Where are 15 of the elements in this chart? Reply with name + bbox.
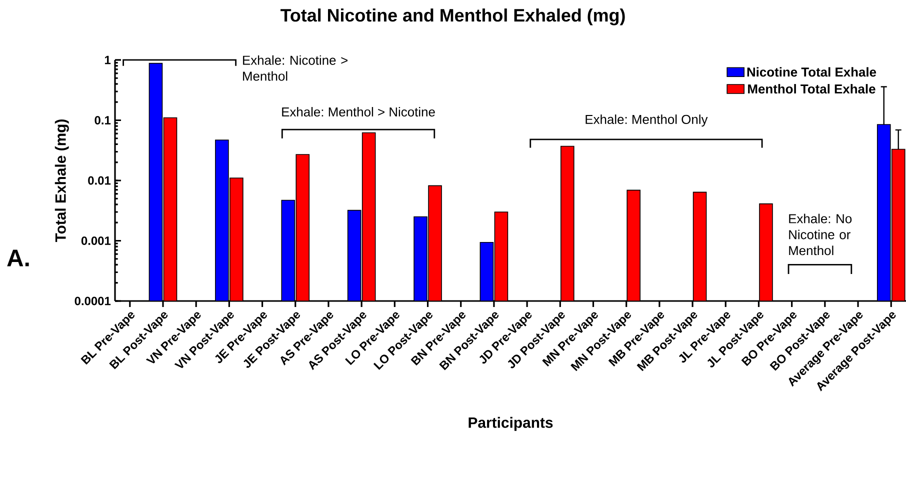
annotation: Exhale: Menthol > Nicotine: [282, 107, 435, 117]
text: A.: [7, 250, 29, 266]
legend-label: Nicotine Total Exhale: [747, 67, 876, 77]
chart-title: Total Nicotine and Menthol Exhaled (mg): [280, 8, 625, 26]
y-tick-label: 1: [104, 56, 111, 64]
y-tick-label: 0.01: [88, 176, 111, 185]
annotation: Exhale: Menthol Only: [586, 114, 708, 127]
x-axis-title: Participants: [468, 416, 553, 431]
y-tick-label: 0.1: [94, 116, 111, 124]
annotation: Exhale: Nicotine > Menthol: [243, 55, 348, 81]
annotation: Exhale: No Nicotine or Menthol: [789, 214, 852, 256]
y-tick-label: 0.001: [81, 236, 111, 245]
legend-label: Menthol Total Exhale: [748, 84, 876, 94]
y-axis-title: Total Exhale (mg): [54, 120, 69, 242]
y-tick-label: 0.0001: [74, 296, 111, 306]
